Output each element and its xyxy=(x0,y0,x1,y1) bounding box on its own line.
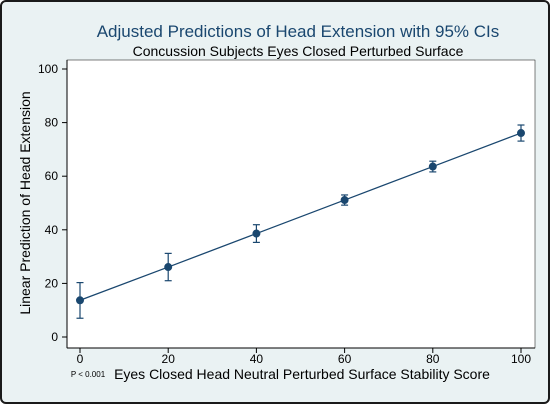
y-tick-label: 20 xyxy=(45,276,59,290)
x-tick-label: 40 xyxy=(250,352,264,366)
y-tick-label: 80 xyxy=(45,116,59,130)
y-tick-label: 0 xyxy=(51,330,58,344)
data-point xyxy=(340,196,349,205)
x-axis-label: Eyes Closed Head Neutral Perturbed Surfa… xyxy=(114,366,490,382)
data-point xyxy=(76,296,84,305)
data-point xyxy=(164,263,173,272)
data-point xyxy=(252,229,261,238)
p-value-annotation: P < 0.001 xyxy=(71,370,106,379)
y-tick-label: 60 xyxy=(45,169,59,183)
y-tick-label: 100 xyxy=(38,62,58,76)
x-tick-label: 80 xyxy=(426,352,440,366)
y-tick-label: 40 xyxy=(45,223,59,237)
data-point xyxy=(517,129,525,138)
x-tick-label: 60 xyxy=(338,352,352,366)
plot-area xyxy=(66,59,536,349)
chart-subtitle: Concussion Subjects Eyes Closed Perturbe… xyxy=(133,43,464,59)
x-tick-label: 100 xyxy=(511,352,531,366)
x-tick-label: 0 xyxy=(77,352,84,366)
chart-title: Adjusted Predictions of Head Extension w… xyxy=(97,22,500,41)
data-point xyxy=(428,162,437,171)
prediction-line xyxy=(79,132,522,301)
y-axis-label: Linear Prediction of Head Extension xyxy=(17,91,33,314)
x-tick-label: 20 xyxy=(162,352,176,366)
